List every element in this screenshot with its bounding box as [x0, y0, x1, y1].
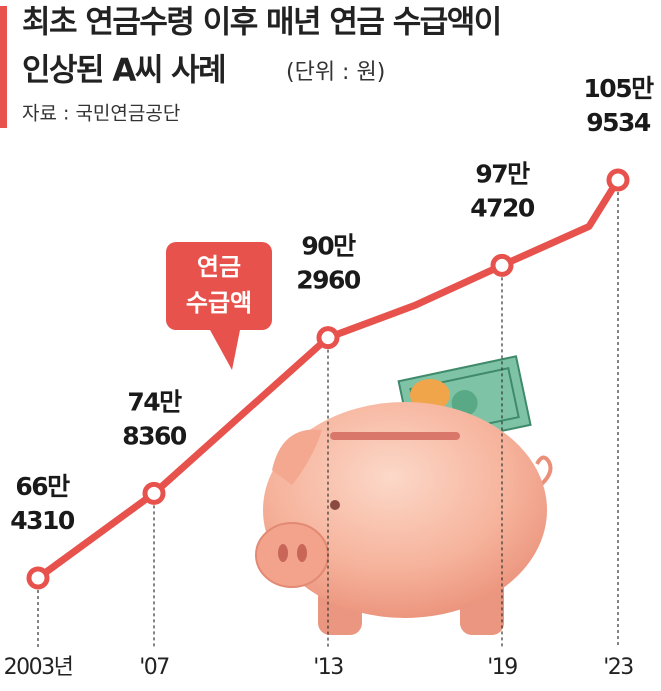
x-tick-label: '19	[487, 655, 517, 680]
point	[142, 481, 166, 505]
annotation: 수급액	[186, 289, 252, 317]
point	[26, 566, 50, 590]
point	[606, 168, 630, 192]
annotation-callout: 연금 수급액	[166, 242, 272, 370]
value-label: 2960	[296, 266, 361, 295]
x-tick-label: '13	[313, 655, 343, 680]
value-label: 9534	[586, 108, 651, 137]
chart-title: 최초 연금수령 이후 매년 연금 수급액이	[22, 5, 501, 41]
value-label: 4310	[10, 506, 75, 535]
chart-title: 인상된 A씨 사례	[22, 53, 225, 89]
value-label: 97만	[475, 159, 530, 188]
subtitle: (단위 : 원)	[286, 60, 385, 85]
x-tick-label: '23	[603, 655, 633, 680]
point	[490, 253, 514, 277]
value-label: 4720	[470, 193, 535, 222]
source: 자료 : 국민연금공단	[22, 103, 180, 125]
value-label: 74만	[127, 387, 182, 416]
title-accent	[0, 6, 7, 128]
piggy-bank	[255, 355, 553, 635]
x-tick-label: 2003년	[4, 655, 73, 680]
value-label: 8360	[122, 421, 187, 450]
value-label: 90만	[301, 232, 356, 261]
point	[316, 326, 340, 350]
value-label: 66만	[15, 472, 70, 501]
x-tick-label: '07	[139, 655, 169, 680]
annotation: 연금	[197, 253, 241, 281]
value-label: 105만	[583, 74, 654, 103]
